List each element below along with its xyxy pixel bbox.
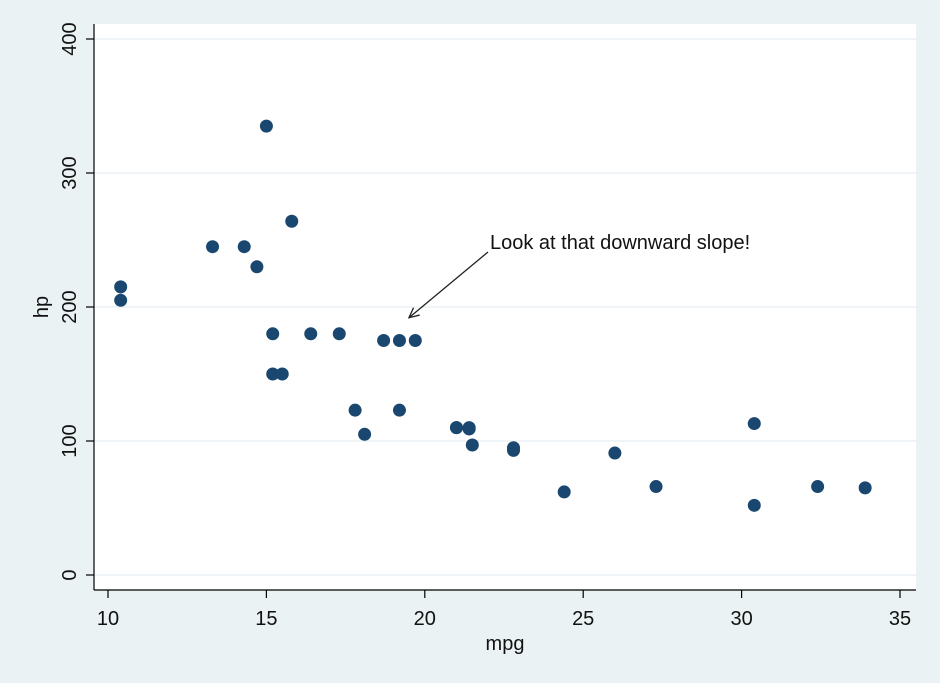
data-point: [304, 327, 318, 341]
annotation-text: Look at that downward slope!: [490, 232, 750, 254]
y-axis-label: hp: [31, 296, 53, 318]
data-point: [285, 214, 299, 228]
ticks: 0 100 200 300 400 10 15 20 25 30 35: [59, 22, 911, 630]
data-points: [114, 119, 872, 512]
data-point: [348, 403, 362, 417]
x-tick-label: 20: [414, 608, 436, 630]
x-tick-label: 15: [255, 608, 277, 630]
annotation-arrow: [408, 251, 489, 319]
data-point: [114, 280, 128, 294]
y-tick-label: 300: [59, 156, 81, 189]
annotation-arrowhead: [407, 307, 420, 319]
data-point: [465, 438, 479, 452]
data-point: [408, 334, 422, 347]
data-point: [206, 240, 220, 254]
y-tick-label: 200: [59, 290, 81, 323]
data-point: [392, 403, 406, 417]
data-point: [557, 485, 571, 499]
data-point: [747, 417, 761, 431]
data-point: [747, 498, 761, 512]
x-axis-label: mpg: [486, 633, 525, 655]
x-tick-label: 30: [730, 608, 752, 630]
data-point: [377, 334, 391, 347]
data-point: [649, 480, 663, 494]
data-point: [608, 446, 622, 460]
data-point: [392, 334, 406, 347]
data-point: [358, 427, 372, 441]
annotation: Look at that downward slope!: [407, 232, 750, 319]
y-tick-label: 100: [59, 424, 81, 457]
data-point: [250, 260, 264, 274]
x-tick-label: 35: [889, 608, 911, 630]
data-point: [811, 480, 825, 494]
data-point: [114, 293, 128, 307]
x-tick-label: 25: [572, 608, 594, 630]
y-tick-label: 400: [59, 22, 81, 55]
data-point: [449, 421, 463, 435]
data-point: [266, 367, 280, 381]
gridlines: [94, 38, 916, 576]
data-point: [275, 367, 289, 381]
x-tick-label: 10: [97, 608, 119, 630]
data-point: [266, 327, 280, 341]
data-point: [858, 481, 872, 495]
data-point: [259, 119, 273, 133]
data-point: [462, 422, 476, 436]
data-point: [332, 327, 346, 341]
data-point: [237, 240, 251, 254]
y-tick-label: 0: [59, 569, 81, 580]
data-point: [507, 441, 521, 455]
